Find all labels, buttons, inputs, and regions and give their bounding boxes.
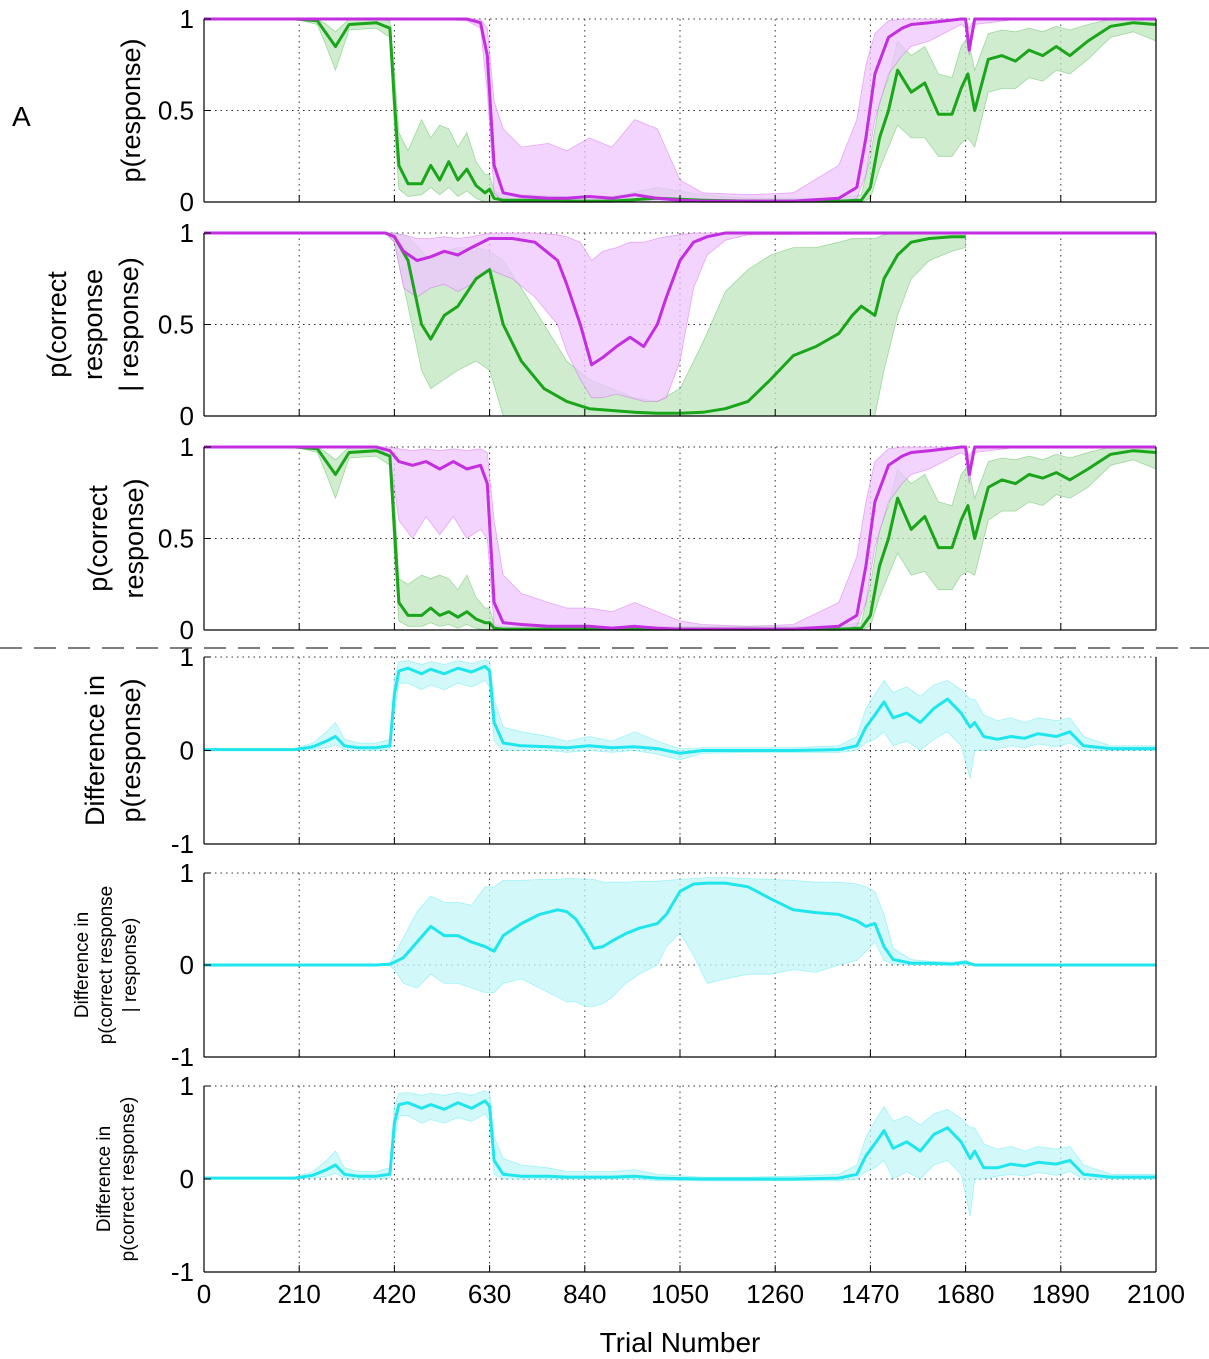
panels: 00.51p(response)00.51p(correct response | … <box>42 4 1185 1309</box>
x-tick-label: 2100 <box>1127 1279 1185 1309</box>
y-tick-label: 1 <box>180 642 194 672</box>
series-line-magenta <box>204 17 1156 203</box>
x-tick-label: 1050 <box>651 1279 709 1309</box>
x-tick-label: 840 <box>563 1279 606 1309</box>
series-line-cyan <box>204 881 1156 967</box>
chart-panel-2: 0 0.5 1 p(correct response | response) <box>42 218 1157 431</box>
y-tick-label: 0 <box>180 615 194 645</box>
chart-panel-4: -1 0 1 Difference in p(response) <box>80 642 1157 859</box>
y-tick-label: -1 <box>171 829 194 859</box>
y-tick-label: -1 <box>171 1042 194 1072</box>
chart-panel-3: 0 0.5 1 p(correct response) <box>83 432 1157 645</box>
chart-panel-1: 0 0.5 1 p(response) <box>116 4 1157 217</box>
series-line-cyan <box>204 664 1156 755</box>
series-line-magenta <box>204 445 1156 631</box>
x-tick-label: 1890 <box>1032 1279 1090 1309</box>
y-axis-label: p(correct response) <box>83 478 149 598</box>
y-tick-label: 0 <box>180 401 194 431</box>
y-tick-label: 0 <box>180 1164 194 1194</box>
y-axis-label: p(correct response | response) <box>42 257 144 392</box>
y-tick-label: 0.5 <box>158 524 194 554</box>
y-axis-label-line: p(correct <box>83 485 113 592</box>
y-axis-label: Difference in p(correct response | respons… <box>72 886 141 1044</box>
y-axis-label-line: p(correct response) <box>118 1097 139 1262</box>
y-axis-label-line: Difference in <box>94 1126 115 1232</box>
y-tick-label: 0 <box>180 950 194 980</box>
chart-panel-5: -1 0 1 Difference in p(correct response | res… <box>72 858 1157 1072</box>
y-tick-label: 0 <box>180 736 194 766</box>
x-axis-label: Trial Number <box>600 1327 761 1358</box>
y-tick-label: 0.5 <box>158 310 194 340</box>
y-axis-label: Difference in p(correct response) <box>94 1097 139 1262</box>
x-tick-label: 420 <box>373 1279 416 1309</box>
y-tick-label: 0 <box>180 187 194 217</box>
series-line-green <box>204 231 966 415</box>
y-tick-label: 1 <box>180 1071 194 1101</box>
x-tick-label: 210 <box>278 1279 321 1309</box>
y-axis-label-line: p(correct response <box>96 886 117 1044</box>
y-tick-label: 1 <box>180 858 194 888</box>
y-axis-label-line: Difference in <box>80 675 110 826</box>
y-tick-label: -1 <box>171 1257 194 1287</box>
series-line-cyan <box>204 1099 1156 1181</box>
y-axis-label-line: | response) <box>120 918 141 1013</box>
y-axis-label-line: response) <box>119 478 149 598</box>
y-axis-label-line: Difference in <box>72 912 93 1018</box>
x-tick-label: 1260 <box>746 1279 804 1309</box>
y-axis-label-line: response <box>78 269 108 380</box>
y-axis-label-line: | response) <box>114 257 144 392</box>
y-tick-label: 1 <box>180 432 194 462</box>
y-axis-label-line: p(response) <box>116 678 146 822</box>
series-line-magenta <box>204 231 1156 367</box>
y-axis-label: p(response) <box>116 38 146 182</box>
y-axis-label-line: p(response) <box>116 38 146 182</box>
y-tick-label: 0.5 <box>158 96 194 126</box>
y-axis-label: Difference in p(response) <box>80 675 146 826</box>
y-tick-label: 1 <box>180 4 194 34</box>
x-tick-label: 630 <box>468 1279 511 1309</box>
confidence-band-cyan <box>203 659 1157 779</box>
panel-letter: A <box>12 101 31 132</box>
x-tick-label: 0 <box>197 1279 211 1309</box>
y-tick-label: 1 <box>180 218 194 248</box>
y-axis-label-line: p(correct <box>42 271 72 378</box>
confidence-band-cyan <box>204 877 1157 1007</box>
x-tick-label: 1470 <box>841 1279 899 1309</box>
x-tick-label: 1680 <box>937 1279 995 1309</box>
